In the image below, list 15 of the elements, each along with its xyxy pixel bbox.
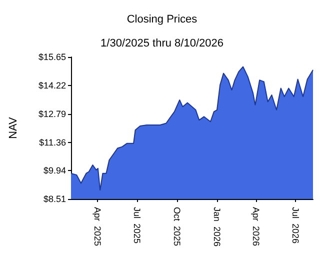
y-tick-label: $12.79 — [38, 108, 66, 119]
y-tick-label: $9.94 — [43, 166, 66, 176]
x-tick-label: Apr 2025 — [92, 207, 103, 246]
y-tick-label: $15.65 — [38, 52, 66, 62]
chart-subtitle: 1/30/2025 thru 8/10/2026 — [100, 38, 224, 50]
x-tick-label: Jan 2026 — [212, 207, 222, 247]
y-tick-label: $14.22 — [38, 80, 66, 90]
x-tick-label: Jul 2026 — [290, 207, 301, 244]
y-tick-label: $8.51 — [43, 194, 66, 204]
y-axis-title: NAV — [8, 116, 20, 139]
x-tick-label: Jul 2025 — [132, 207, 142, 244]
x-tick-label: Oct 2025 — [172, 207, 182, 246]
x-tick-label: Apr 2026 — [251, 207, 262, 246]
y-tick-label: $11.36 — [39, 137, 66, 148]
chart-title: Closing Prices — [126, 14, 198, 26]
